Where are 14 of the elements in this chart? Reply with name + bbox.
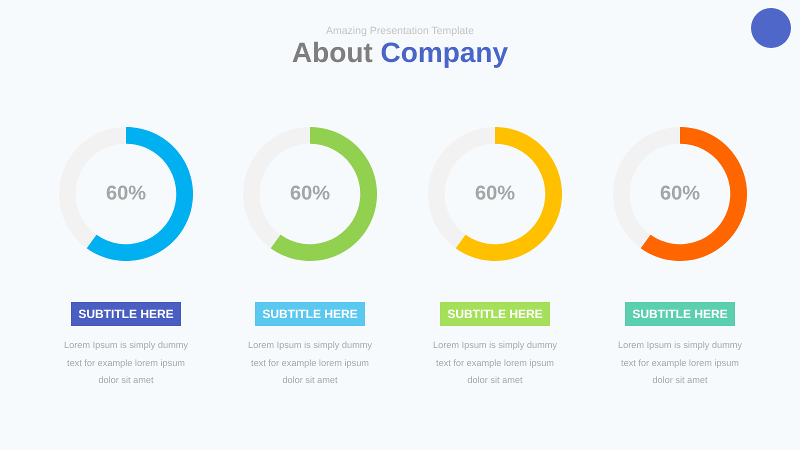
data-label: 60% bbox=[290, 182, 330, 205]
data-label: 60% bbox=[106, 182, 146, 205]
text: Lorem Ipsum is simply dummy text for example lorem ipsum dolor sit amet bbox=[616, 339, 744, 387]
title-tag: SUBTITLE HERE bbox=[71, 302, 181, 326]
title-tag: SUBTITLE HERE bbox=[625, 302, 735, 326]
data-label: 60% bbox=[660, 182, 700, 205]
data-label: 60% bbox=[474, 182, 516, 205]
title-tag: SUBTITLE HERE bbox=[255, 302, 365, 326]
text: About Company bbox=[292, 37, 508, 68]
text: Lorem Ipsum is simply dummy text for example lorem ipsum dolor sit amet bbox=[62, 339, 190, 387]
text: Lorem Ipsum is simply dummy text for example lorem ipsum dolor sit amet bbox=[246, 339, 374, 387]
text: Amazing Presentation Template bbox=[324, 24, 476, 38]
text: Lorem Ipsum is simply dummy text for example lorem ipsum dolor sit amet bbox=[432, 339, 558, 387]
title-tag: SUBTITLE HERE bbox=[440, 302, 550, 326]
